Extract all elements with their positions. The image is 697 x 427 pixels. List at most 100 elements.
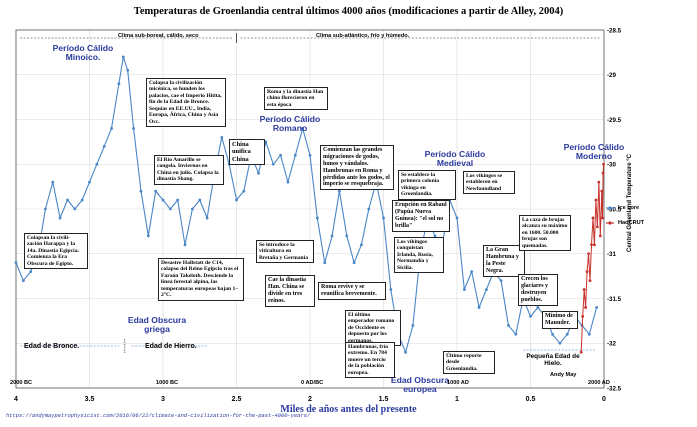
- ice-core-point: [352, 261, 356, 265]
- annotation-rome-han: Roma y la dinastía Han chino florecieron…: [264, 87, 328, 111]
- ice-core-point: [220, 136, 224, 139]
- ice-core-point: [345, 234, 349, 238]
- ice-core-point: [293, 153, 297, 157]
- y-tick-label: -29.5: [607, 117, 622, 124]
- x-tick-label: 3: [161, 396, 165, 403]
- ice-core-point: [146, 234, 150, 238]
- ice-core-point: [126, 68, 130, 72]
- hadcrut-point: [584, 306, 588, 309]
- hadcrut-point: [600, 189, 604, 193]
- ice-core-point: [536, 306, 540, 309]
- ice-core-point: [139, 189, 143, 193]
- y-axis-label: Central Greenland Temperature °C: [627, 154, 633, 252]
- era-bronze: Edad de Bronce.: [24, 343, 80, 350]
- date-label-2000ad: 2000 AD: [588, 380, 610, 386]
- hadcrut-point: [582, 288, 586, 291]
- ice-core-point: [470, 270, 474, 274]
- annotation-witch-hunts: La caza de brujas alcanza su máximo en 1…: [519, 215, 571, 252]
- hadcrut-point: [594, 198, 598, 202]
- x-tick-label: 0.5: [526, 396, 536, 403]
- ice-core-point: [587, 332, 591, 336]
- ice-core-point: [132, 127, 136, 130]
- ice-core-point: [565, 332, 569, 336]
- ice-core-point: [88, 180, 91, 184]
- ice-core-point: [110, 127, 113, 130]
- annotation-harappa: Colapsan la civili-zación Harappa y la 1…: [24, 233, 88, 270]
- annotation-newfoundland: Los vikingos se establecen en Newfoundla…: [463, 171, 515, 195]
- ice-core-point: [499, 279, 503, 282]
- annotation-migrations: Comienzan las grandes migraciones de god…: [320, 145, 394, 191]
- y-tick-label: -30.5: [607, 206, 622, 213]
- ice-core-point: [29, 270, 33, 274]
- credit-andy-may: Andy May: [550, 372, 577, 378]
- ice-core-point: [80, 198, 84, 202]
- ice-core-point: [338, 189, 341, 193]
- annotation-rabaul: Erupción en Rabaul (Papúa Nueva Guinea):…: [392, 200, 450, 232]
- hadcrut-point: [602, 162, 605, 166]
- era-little-ice-age: Pequeña Edad de Hielo.: [526, 353, 580, 367]
- ice-core-point: [514, 332, 518, 336]
- era-iron: Edad de Hierro.: [145, 343, 197, 350]
- ice-core-point: [235, 198, 238, 202]
- ice-core-point: [286, 180, 290, 184]
- annotation-famine-784: Hambrunas, frío extremo. En 784 muere un…: [345, 342, 395, 379]
- y-tick-label: -31: [607, 251, 617, 258]
- series-line-hadcrut: [580, 164, 605, 353]
- ice-core-point: [330, 234, 334, 238]
- y-tick-label: -28.5: [607, 27, 622, 34]
- period-roman: Período Cálido Romano: [259, 114, 321, 134]
- ice-core-point: [507, 323, 510, 327]
- ice-core-point: [242, 189, 246, 193]
- ice-core-point: [58, 216, 62, 220]
- ice-core-point: [154, 189, 158, 193]
- ice-core-point: [102, 144, 106, 148]
- climate-band-subatlantic: Clima sub-atlántico, frío y húmedo.: [316, 33, 410, 39]
- ice-core-point: [389, 288, 393, 291]
- annotation-glaciers: Crecen los glaciares y destruyen pueblos…: [518, 274, 558, 306]
- ice-core-point: [191, 207, 194, 211]
- period-greek-dark: Edad Obscura griega: [127, 315, 187, 335]
- ice-core-point: [183, 243, 187, 247]
- ice-core-point: [529, 315, 532, 318]
- annotation-last-emperor: El último emperador romano de Occidente …: [345, 310, 401, 347]
- legend-marker-ice-core: [608, 206, 612, 210]
- x-tick-label: 2: [308, 396, 312, 403]
- annotation-viking-conquests: Los vikingos conquistan Irlanda, Rusia, …: [394, 237, 444, 274]
- ice-core-point: [205, 216, 209, 220]
- period-european-dark: Edad Obscura europea: [390, 375, 450, 395]
- hadcrut-point: [593, 243, 596, 247]
- ice-core-point: [176, 198, 180, 202]
- ice-core-point: [301, 127, 305, 130]
- hadcrut-point: [585, 270, 589, 274]
- legend-hadcrut: HadCRUT: [618, 220, 645, 226]
- x-tick-label: 3.5: [85, 396, 95, 403]
- period-minoan: Período Cálido Minoico.: [52, 43, 114, 63]
- y-tick-label: -32: [607, 341, 617, 348]
- y-tick-label: -32.5: [607, 385, 622, 392]
- ice-core-point: [257, 171, 260, 175]
- hadcrut-point: [597, 180, 601, 184]
- ice-core-point: [279, 153, 282, 157]
- axes: 4 3.5 3 2.5 2 1.5 1 0.5 0 -28.5 -29 -29.5 -30 -30.5 -3…: [14, 27, 622, 403]
- x-tick-label: 1.5: [379, 396, 389, 403]
- annotation-last-greenland-report: Último reporte desde Groenlandia.: [443, 351, 495, 375]
- ice-core-point: [323, 261, 327, 265]
- date-label-1000ad: 1000 AD: [447, 380, 469, 386]
- annotation-china-unifies: China unifica China: [229, 139, 265, 166]
- plot-border: [15, 29, 605, 389]
- date-label-1000bc: 1000 BC: [156, 380, 179, 386]
- ice-core-point: [198, 198, 202, 202]
- ice-core-point: [121, 55, 125, 59]
- annotation-viking-greenland: Se establece la primera colonia vikinga …: [398, 170, 456, 200]
- ice-core-point: [117, 82, 121, 86]
- x-tick-label: 2.5: [232, 396, 242, 403]
- annotation-maunder: Mínimo de Maunder.: [542, 311, 578, 329]
- ice-core-point: [558, 341, 562, 345]
- source-url: https://andymaypetrophysicist.com/2016/0…: [6, 413, 311, 419]
- date-label-2000bc: 2000 BC: [10, 380, 33, 386]
- hadcrut-point: [591, 216, 595, 220]
- hadcrut-point: [601, 171, 605, 175]
- annotation-viticulture: Se introduce la viticultura en Bretaña y…: [256, 240, 314, 264]
- ice-core-point: [485, 288, 488, 291]
